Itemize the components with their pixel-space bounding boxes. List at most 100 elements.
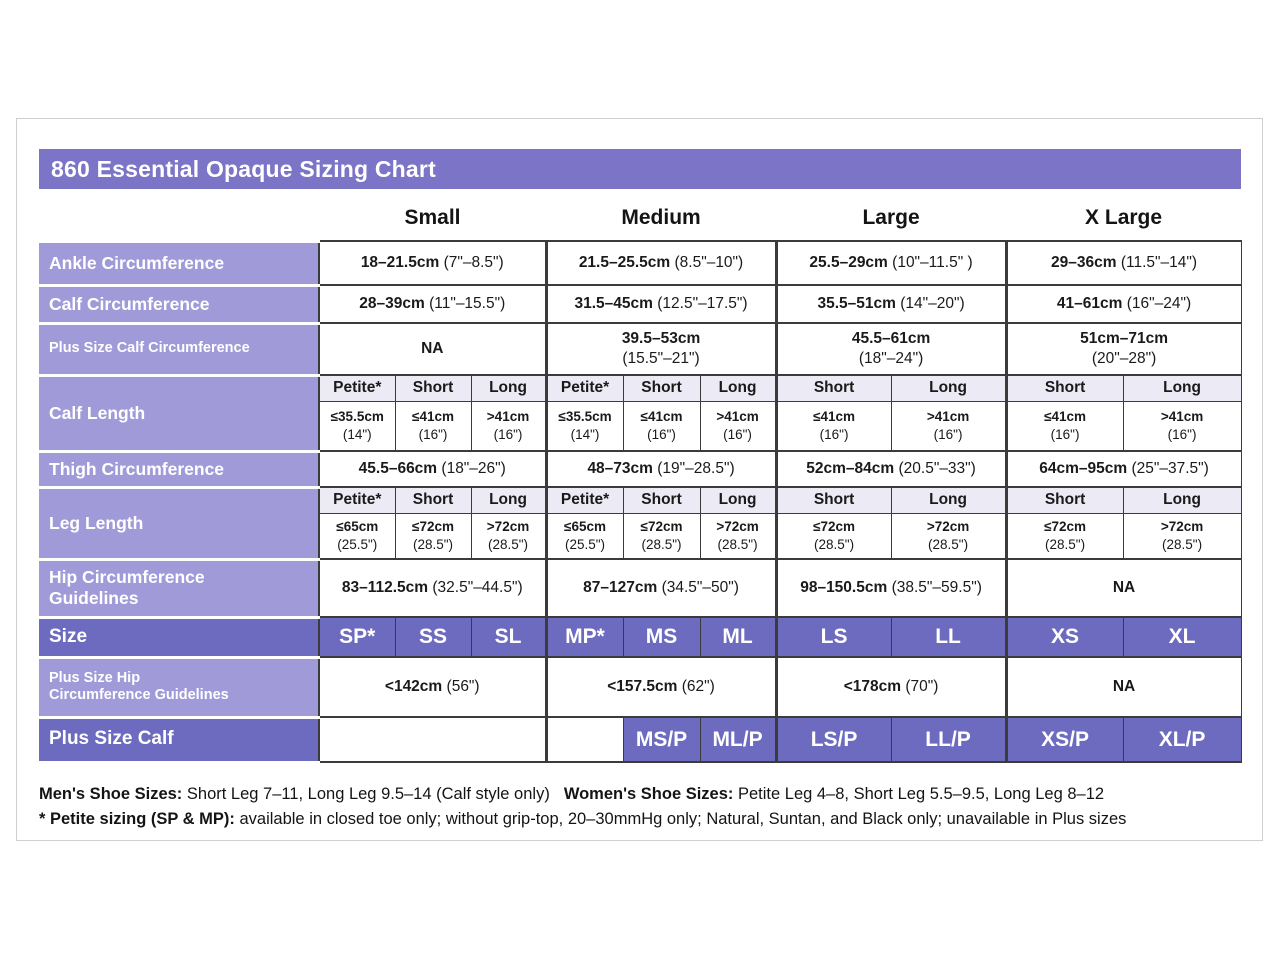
value-range: <157.5cm	[607, 678, 678, 695]
legl-value: ≤65cm (25.5")	[318, 512, 396, 560]
value-inches: (34.5"–50")	[661, 579, 739, 596]
legl-subheader: Petite*	[544, 486, 624, 514]
value-inches: (25.5")	[337, 536, 378, 552]
row-ankle-circumference: Ankle Circumference 18–21.5cm (7"–8.5") …	[39, 239, 1242, 287]
value-range: >72cm	[486, 519, 530, 535]
value-range: >72cm	[716, 519, 759, 535]
value-range: <142cm	[384, 678, 443, 695]
size-cell-ls: LS	[774, 616, 892, 658]
value-range: 21.5–25.5cm	[578, 254, 671, 271]
legl-subheader: Long	[699, 486, 777, 514]
size-cell-xs: XS	[1004, 616, 1124, 658]
legl-subheader: Short	[394, 486, 472, 514]
thigh-xlarge-cell: 64cm–95cm (25"–37.5")	[1004, 450, 1242, 488]
legl-value: >72cm (28.5")	[470, 512, 547, 560]
calfl-subheader: Short	[774, 374, 892, 402]
size-cell-ms: MS	[622, 616, 701, 658]
value-inches: (28.5")	[487, 536, 529, 552]
legl-value: >72cm (28.5")	[1122, 512, 1242, 560]
calfl-subheader: Petite*	[318, 374, 396, 402]
row-plus-size-calf-circumference: Plus Size Calf Circumference NA 39.5–53c…	[39, 321, 1242, 377]
size-cell-mp: MP*	[544, 616, 624, 658]
legl-subheader: Short	[774, 486, 892, 514]
legl-value: ≤72cm (28.5")	[622, 512, 701, 560]
hip-xlarge-cell: NA	[1004, 558, 1242, 618]
sizing-chart-card: 860 Essential Opaque Sizing Chart Small …	[16, 118, 1263, 841]
value-range: 29–36cm	[1051, 254, 1117, 271]
value-range: ≤72cm	[640, 519, 683, 535]
row-size: Size SP* SS SL MP* MS ML LS LL XS XL	[39, 615, 1242, 659]
row-label-plus-size-calf: Plus Size Calf	[39, 715, 320, 764]
value-inches: (38.5"–59.5")	[891, 579, 982, 596]
value-range: 83–112.5cm	[341, 579, 429, 596]
pscc-large-cell: 45.5–61cm (18"–24")	[774, 322, 1007, 376]
legl-value: ≤72cm (28.5")	[1004, 512, 1124, 560]
col-header-large: Large	[776, 193, 1007, 241]
page-title: 860 Essential Opaque Sizing Chart	[51, 155, 436, 182]
size-cell-ml: ML	[699, 616, 777, 658]
value-inches: (16")	[493, 426, 523, 442]
value-range: ≤41cm	[640, 409, 683, 425]
footnotes: Men's Shoe Sizes: Short Leg 7–11, Long L…	[39, 782, 1240, 833]
value-range: ≤41cm	[412, 409, 454, 425]
pshcg-medium-cell: <157.5cm (62")	[544, 656, 777, 718]
column-header-row: Small Medium Large X Large	[39, 193, 1242, 241]
value-range: ≤35.5cm	[558, 409, 612, 425]
value-range: >41cm	[926, 409, 970, 425]
value-range: 87–127cm	[583, 579, 658, 596]
value-range: NA	[1112, 579, 1136, 596]
calfl-subheader: Short	[1004, 374, 1124, 402]
thigh-medium-cell: 48–73cm (19"–28.5")	[544, 450, 777, 488]
psc-cell-lsp: LS/P	[774, 716, 892, 763]
value-range: ≤65cm	[336, 519, 379, 535]
thigh-small-cell: 45.5–66cm (18"–26")	[318, 450, 547, 488]
row-calf-length-values: ≤35.5cm (14") ≤41cm (16") >41cm (16") ≤35.5…	[39, 400, 1242, 452]
title-bar: 860 Essential Opaque Sizing Chart	[39, 149, 1241, 189]
value-range: 25.5–29cm	[809, 254, 888, 271]
calfc-large-cell: 35.5–51cm (14"–20")	[774, 284, 1007, 324]
value-range: >72cm	[926, 519, 970, 535]
legl-subheader: Long	[1122, 486, 1242, 514]
value-inches: (28.5")	[641, 536, 682, 552]
ankle-large-cell: 25.5–29cm (10"–11.5" )	[774, 240, 1007, 286]
value-inches: (16")	[723, 426, 752, 442]
value-inches: (16")	[1167, 426, 1197, 442]
petite-sizing-note: * Petite sizing (SP & MP): available in …	[39, 807, 1240, 833]
legl-subheader: Short	[622, 486, 701, 514]
pshcg-small-cell: <142cm (56")	[318, 656, 547, 718]
value-inches: (14")	[570, 426, 600, 442]
psc-cell-msp: MS/P	[622, 716, 701, 763]
row-hip-circumference-guidelines: Hip Circumference Guidelines 83–112.5cm …	[39, 557, 1242, 619]
row-leg-length-headers: Leg Length Petite* Short Long Petite* Sh…	[39, 485, 1242, 561]
row-label-calf-circumference: Calf Circumference	[39, 283, 320, 325]
calfl-subheader: Long	[699, 374, 777, 402]
row-plus-size-hip-guidelines: Plus Size Hip Circumference Guidelines <…	[39, 655, 1242, 719]
womens-shoe-sizes-text: Petite Leg 4–8, Short Leg 5.5–9.5, Long …	[733, 784, 1105, 803]
value-inches: (18"–24")	[858, 350, 924, 367]
value-range: >72cm	[1160, 519, 1204, 535]
hip-small-cell: 83–112.5cm (32.5"–44.5")	[318, 558, 547, 618]
value-inches: (70")	[905, 678, 939, 695]
value-range: ≤35.5cm	[330, 409, 384, 425]
size-cell-xl: XL	[1122, 616, 1242, 658]
petite-sizing-label: * Petite sizing (SP & MP):	[39, 810, 235, 829]
psc-cell-llp: LL/P	[890, 716, 1007, 763]
row-label-text: Plus Size Hip Circumference Guidelines	[49, 669, 229, 703]
value-range: 48–73cm	[587, 460, 653, 477]
mens-shoe-sizes-label: Men's Shoe Sizes:	[39, 784, 183, 803]
value-range: ≤72cm	[412, 519, 454, 535]
row-thigh-circumference: Thigh Circumference 45.5–66cm (18"–26") …	[39, 449, 1242, 489]
ankle-small-cell: 18–21.5cm (7"–8.5")	[318, 240, 547, 286]
row-label-ankle-circumference: Ankle Circumference	[39, 239, 320, 287]
value-inches: (7"–8.5")	[443, 254, 504, 271]
ankle-medium-cell: 21.5–25.5cm (8.5"–10")	[544, 240, 777, 286]
calfc-small-cell: 28–39cm (11"–15.5")	[318, 284, 547, 324]
legl-value: ≤72cm (28.5")	[394, 512, 472, 560]
size-cell-sl: SL	[470, 616, 547, 658]
value-inches: (28.5")	[1045, 536, 1086, 552]
size-cell-ss: SS	[394, 616, 472, 658]
value-inches: (11.5"–14")	[1120, 254, 1198, 271]
value-range: 39.5–53cm	[621, 329, 701, 347]
value-inches: (14")	[342, 426, 372, 442]
calfl-subheader: Short	[394, 374, 472, 402]
